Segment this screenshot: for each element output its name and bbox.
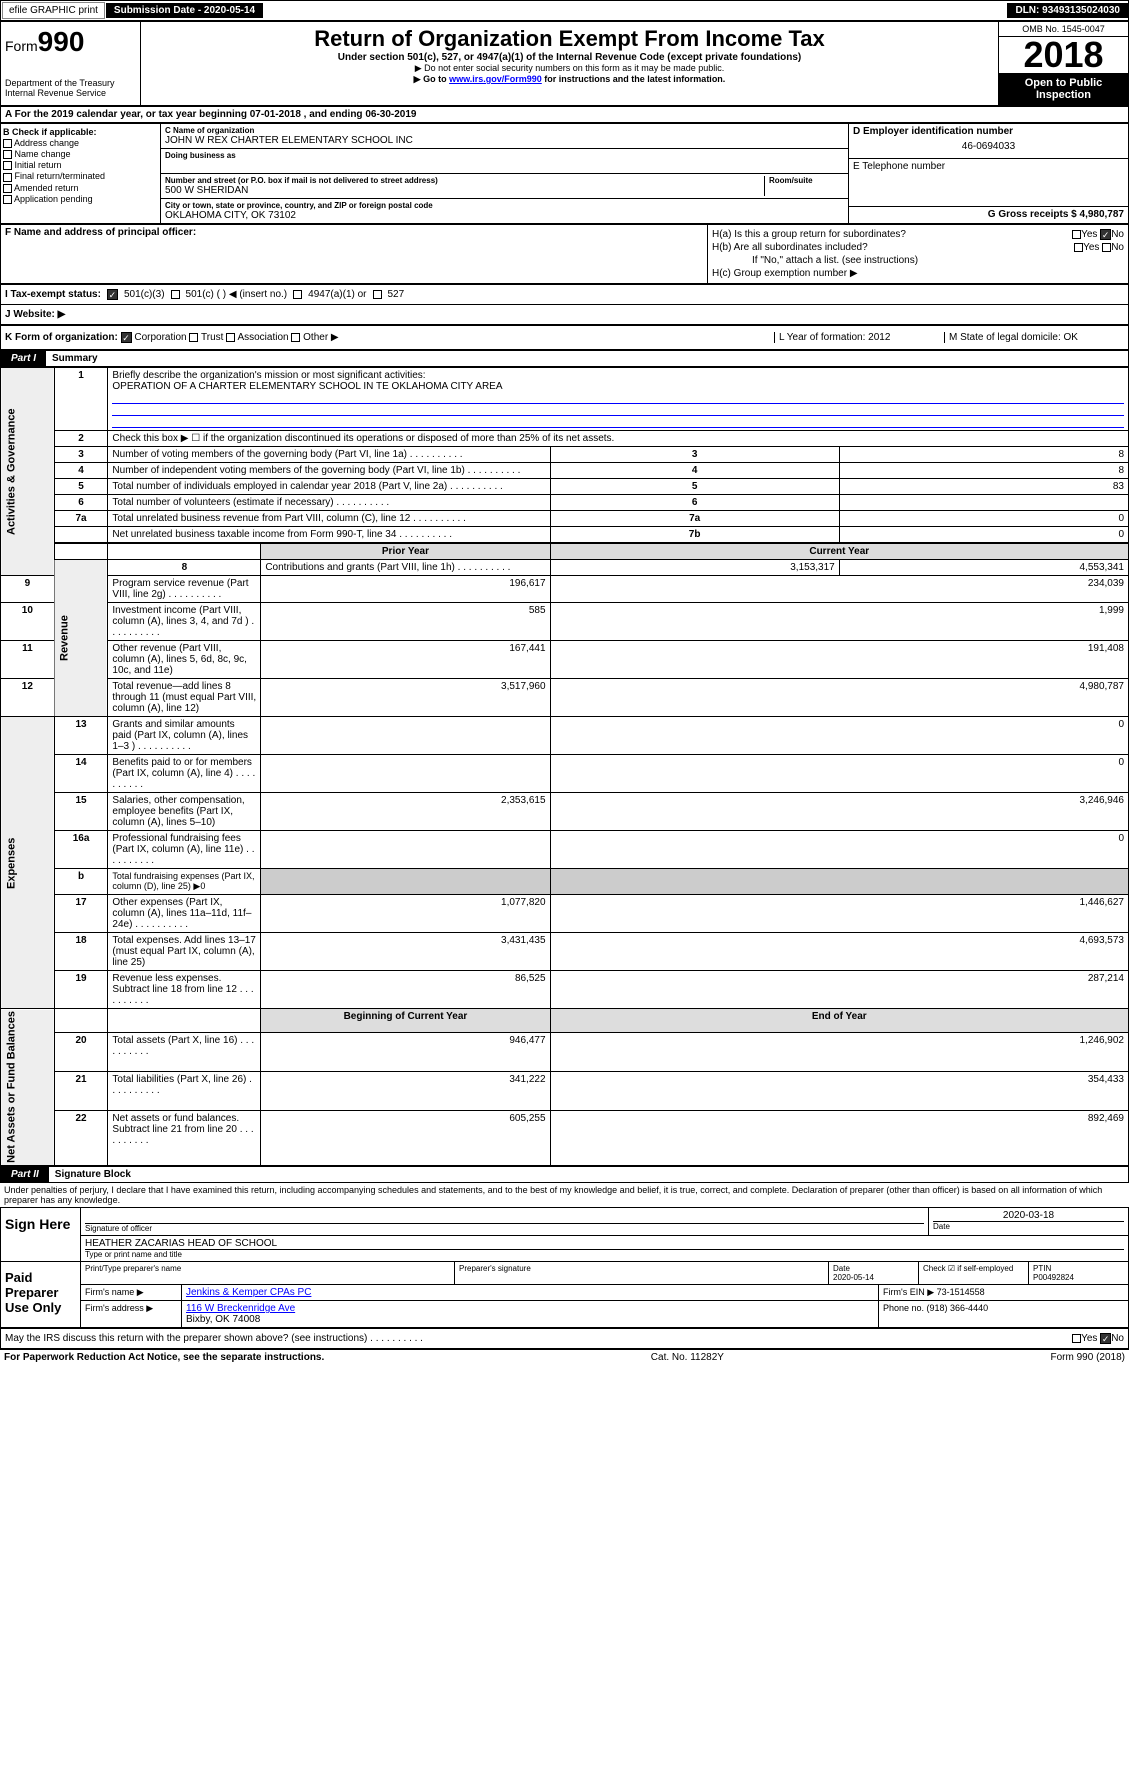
chk-initial[interactable] (3, 161, 12, 170)
year-formation: L Year of formation: 2012 (774, 332, 944, 343)
col-c-orginfo: C Name of organizationJOHN W REX CHARTER… (161, 124, 848, 223)
chk-name[interactable] (3, 150, 12, 159)
officer-name: HEATHER ZACARIAS HEAD OF SCHOOL (85, 1238, 1124, 1250)
row-a-taxyear: A For the 2019 calendar year, or tax yea… (0, 106, 1129, 123)
signature-block: Sign Here Signature of officer 2020-03-1… (0, 1207, 1129, 1328)
chk-discuss-no[interactable]: ✓ (1100, 1333, 1111, 1344)
subtitle-1: Under section 501(c), 527, or 4947(a)(1)… (145, 52, 994, 63)
tax-year: 2018 (999, 37, 1128, 73)
ptin-value: P00492824 (1033, 1273, 1074, 1282)
form-title: Return of Organization Exempt From Incom… (145, 26, 994, 52)
chk-501c3[interactable]: ✓ (107, 289, 118, 300)
form-header: Form990 Department of the Treasury Inter… (0, 21, 1129, 106)
row-k-form-org: K Form of organization: ✓ Corporation Tr… (0, 325, 1129, 350)
chk-ha-yes[interactable] (1072, 230, 1081, 239)
chk-501c[interactable] (171, 290, 180, 299)
subtitle-3: ▶ Go to www.irs.gov/Form990 for instruct… (145, 74, 994, 85)
chk-final[interactable] (3, 173, 12, 182)
penalty-statement: Under penalties of perjury, I declare th… (0, 1183, 1129, 1207)
org-city: OKLAHOMA CITY, OK 73102 (165, 210, 844, 221)
part1-header: Part I Summary (0, 350, 1129, 367)
open-public: Open to Public Inspection (999, 73, 1128, 105)
topbar: efile GRAPHIC print Submission Date - 20… (0, 0, 1129, 21)
col-b-checkboxes: B Check if applicable: Address change Na… (1, 124, 161, 223)
page-footer: For Paperwork Reduction Act Notice, see … (0, 1349, 1129, 1365)
subtitle-2: ▶ Do not enter social security numbers o… (145, 63, 994, 74)
sign-here-label: Sign Here (1, 1208, 81, 1261)
block-f-h: F Name and address of principal officer:… (0, 224, 1129, 284)
chk-4947[interactable] (293, 290, 302, 299)
row-j-website: J Website: ▶ (0, 304, 1129, 325)
chk-pending[interactable] (3, 195, 12, 204)
firm-ein: Firm's EIN ▶ 73-1514558 (878, 1285, 1128, 1300)
row-i-status: I Tax-exempt status: ✓501(c)(3) 501(c) (… (0, 284, 1129, 304)
dln: DLN: 93493135024030 (1007, 3, 1128, 18)
paid-preparer-label: Paid Preparer Use Only (1, 1262, 81, 1327)
firm-addr-link[interactable]: 116 W Breckenridge Ave (186, 1303, 295, 1314)
block-b-to-g: B Check if applicable: Address change Na… (0, 123, 1129, 224)
discuss-row: May the IRS discuss this return with the… (0, 1328, 1129, 1349)
chk-hb-no[interactable] (1102, 243, 1111, 252)
org-address: 500 W SHERIDAN (165, 185, 764, 196)
col-f-officer: F Name and address of principal officer: (1, 225, 708, 283)
dept-treasury: Department of the Treasury Internal Reve… (5, 78, 136, 98)
form-number: Form990 (5, 26, 136, 58)
chk-address[interactable] (3, 139, 12, 148)
chk-527[interactable] (373, 290, 382, 299)
chk-other[interactable] (291, 333, 300, 342)
state-domicile: M State of legal domicile: OK (944, 332, 1124, 343)
sig-date: 2020-03-18 (933, 1210, 1124, 1222)
vtab-revenue: Revenue (54, 560, 108, 717)
mission-text: OPERATION OF A CHARTER ELEMENTARY SCHOOL… (112, 381, 502, 392)
chk-amended[interactable] (3, 184, 12, 193)
part2-header: Part II Signature Block (0, 1166, 1129, 1183)
efile-btn[interactable]: efile GRAPHIC print (2, 2, 105, 19)
chk-trust[interactable] (189, 333, 198, 342)
col-h-group: H(a) Is this a group return for subordin… (708, 225, 1128, 283)
ein: 46-0694033 (853, 137, 1124, 156)
col-d-to-g: D Employer identification number46-06940… (848, 124, 1128, 223)
org-name: JOHN W REX CHARTER ELEMENTARY SCHOOL INC (165, 135, 844, 146)
chk-corp[interactable]: ✓ (121, 332, 132, 343)
vtab-netassets: Net Assets or Fund Balances (1, 1009, 55, 1166)
chk-assoc[interactable] (226, 333, 235, 342)
firm-name-link[interactable]: Jenkins & Kemper CPAs PC (181, 1285, 878, 1300)
firm-phone: Phone no. (918) 366-4440 (878, 1301, 1128, 1327)
chk-ha-no[interactable]: ✓ (1100, 229, 1111, 240)
vtab-expenses: Expenses (1, 717, 55, 1009)
vtab-activities: Activities & Governance (1, 368, 55, 576)
summary-table: Activities & Governance 1 Briefly descri… (0, 367, 1129, 1166)
chk-discuss-yes[interactable] (1072, 1334, 1081, 1343)
irs-link[interactable]: www.irs.gov/Form990 (449, 74, 542, 84)
chk-hb-yes[interactable] (1074, 243, 1083, 252)
submission-date: Submission Date - 2020-05-14 (106, 3, 263, 18)
gross-receipts: G Gross receipts $ 4,980,787 (849, 207, 1128, 222)
